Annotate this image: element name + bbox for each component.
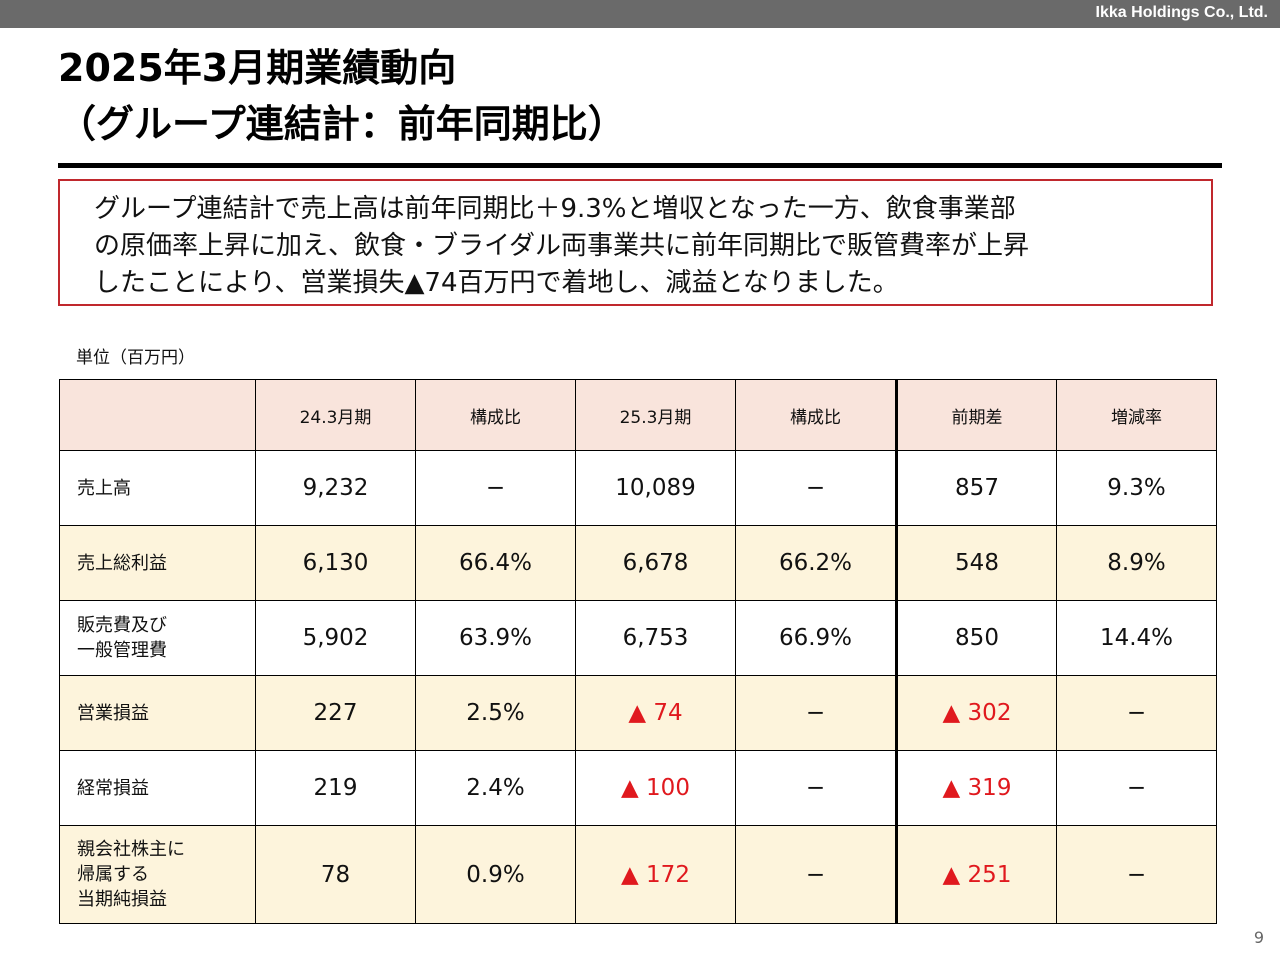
table-cell-negative: ▲ 319 (895, 750, 1057, 826)
row-label-line: 売上総利益 (77, 552, 167, 574)
table-cell: 66.2% (735, 525, 897, 601)
summary-line-2: の原価率上昇に加え、飲食・ブライダル両事業共に前年同期比で販管費率が上昇 (94, 231, 1029, 261)
top-bar: Ikka Holdings Co., Ltd. (0, 0, 1280, 28)
table-cell: 66.9% (735, 600, 897, 676)
row-label-line: 帰属する (77, 864, 149, 885)
row-label-line: 親会社株主に (77, 839, 185, 860)
table-cell-negative: ▲ 172 (575, 825, 736, 924)
table-cell: − (1056, 825, 1217, 924)
table-row: 売上総利益 6,130 66.4% 6,678 66.2% 548 8.9% (59, 525, 1217, 601)
table-cell: 857 (895, 450, 1057, 526)
header-cell-change-rate: 増減率 (1056, 379, 1217, 451)
row-label-line: 営業損益 (77, 702, 149, 724)
table-cell: − (735, 825, 897, 924)
table-cell-negative: ▲ 100 (575, 750, 736, 826)
table-cell: 2.5% (415, 675, 576, 751)
table-cell: 850 (895, 600, 1057, 676)
header-cell-label (59, 379, 256, 451)
table-cell: 5,902 (255, 600, 416, 676)
table-cell: 548 (895, 525, 1057, 601)
row-label-line: 一般管理費 (77, 640, 167, 661)
header-cell-ratio-fy24: 構成比 (415, 379, 576, 451)
page-title-line-2: （グループ連結計：前年同期比） (58, 102, 626, 146)
page-title-line-1: 2025年3月期業績動向 (58, 46, 457, 90)
table-cell: 66.4% (415, 525, 576, 601)
table-cell: 6,678 (575, 525, 736, 601)
table-cell: 10,089 (575, 450, 736, 526)
row-label: 販売費及び 一般管理費 (59, 600, 256, 676)
summary-line-1: グループ連結計で売上高は前年同期比＋9.3%と増収となった一方、飲食事業部 (94, 194, 1016, 224)
table-cell: 78 (255, 825, 416, 924)
table-cell: 227 (255, 675, 416, 751)
table-cell: − (415, 450, 576, 526)
row-label-line: 売上高 (77, 477, 131, 499)
table-cell: − (1056, 750, 1217, 826)
page-number: 9 (1253, 928, 1264, 947)
header-cell-fy24: 24.3月期 (255, 379, 416, 451)
table-cell: 6,130 (255, 525, 416, 601)
table-row: 営業損益 227 2.5% ▲ 74 − ▲ 302 − (59, 675, 1217, 751)
row-label-line: 経常損益 (77, 777, 149, 799)
row-label: 売上高 (59, 450, 256, 526)
row-label-line: 販売費及び (77, 615, 167, 636)
table-cell: − (735, 750, 897, 826)
table-cell: 6,753 (575, 600, 736, 676)
unit-label: 単位（百万円） (76, 348, 195, 368)
page-title: 2025年3月期業績動向 （グループ連結計：前年同期比） (58, 40, 626, 152)
row-label-line: 当期純損益 (77, 889, 167, 910)
header-cell-yoy-diff: 前期差 (895, 379, 1057, 451)
table-cell: 8.9% (1056, 525, 1217, 601)
row-label: 営業損益 (59, 675, 256, 751)
table-cell: 63.9% (415, 600, 576, 676)
table-cell-negative: ▲ 302 (895, 675, 1057, 751)
summary-line-3: したことにより、営業損失▲74百万円で着地し、減益となりました。 (94, 268, 899, 298)
table-row: 売上高 9,232 − 10,089 − 857 9.3% (59, 450, 1217, 526)
table-cell: − (1056, 675, 1217, 751)
row-label: 経常損益 (59, 750, 256, 826)
title-divider (58, 163, 1222, 168)
table-cell-negative: ▲ 74 (575, 675, 736, 751)
table-row: 販売費及び 一般管理費 5,902 63.9% 6,753 66.9% 850 … (59, 600, 1217, 676)
table-header-row: 24.3月期 構成比 25.3月期 構成比 前期差 増減率 (59, 379, 1217, 451)
table-cell: − (735, 675, 897, 751)
table-cell: 0.9% (415, 825, 576, 924)
company-name: Ikka Holdings Co., Ltd. (1095, 4, 1268, 21)
table-cell: 9,232 (255, 450, 416, 526)
table-cell: 219 (255, 750, 416, 826)
header-cell-fy25: 25.3月期 (575, 379, 736, 451)
table-row: 経常損益 219 2.4% ▲ 100 − ▲ 319 − (59, 750, 1217, 826)
table-row: 親会社株主に 帰属する 当期純損益 78 0.9% ▲ 172 − ▲ 251 … (59, 825, 1217, 924)
table-cell: 14.4% (1056, 600, 1217, 676)
header-cell-ratio-fy25: 構成比 (735, 379, 897, 451)
table-cell: 2.4% (415, 750, 576, 826)
row-label: 売上総利益 (59, 525, 256, 601)
table-cell: 9.3% (1056, 450, 1217, 526)
table-cell: − (735, 450, 897, 526)
summary-box: グループ連結計で売上高は前年同期比＋9.3%と増収となった一方、飲食事業部 の原… (58, 179, 1213, 306)
row-label: 親会社株主に 帰属する 当期純損益 (59, 825, 256, 924)
results-table: 24.3月期 構成比 25.3月期 構成比 前期差 増減率 売上高 9,232 … (59, 379, 1217, 924)
table-cell-negative: ▲ 251 (895, 825, 1057, 924)
